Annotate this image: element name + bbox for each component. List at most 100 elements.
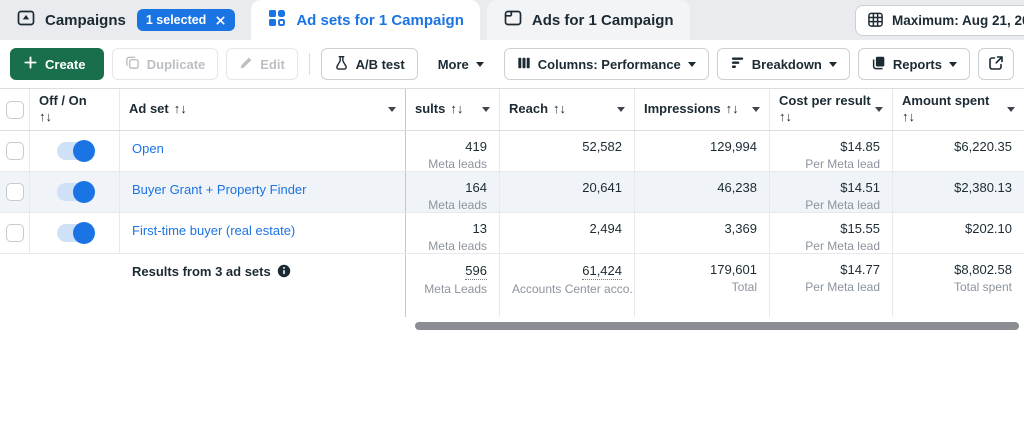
adset-name-cell: First-time buyer (real estate) — [120, 213, 406, 253]
adset-name-cell: Buyer Grant + Property Finder — [120, 172, 406, 212]
row-checkbox[interactable] — [5, 183, 24, 201]
reach-value: 52,582 — [582, 139, 622, 154]
horizontal-scrollbar[interactable] — [415, 322, 1019, 330]
results-header[interactable]: sults ↑↓ — [406, 89, 500, 130]
chevron-down-icon — [828, 61, 837, 71]
reach-cell: 2,494 — [500, 213, 635, 253]
adset-name-link[interactable]: Open — [132, 141, 164, 156]
level-tab-bar: Campaigns 1 selected Ad sets for 1 Campa… — [0, 0, 1024, 40]
sort-icon[interactable]: ↑↓ — [779, 109, 792, 124]
reach-header-label: Reach — [509, 101, 549, 117]
cost-per-result-header[interactable]: Cost per result ↑↓ — [770, 89, 893, 130]
summary-cost-sublabel: Per Meta lead — [805, 280, 880, 295]
adset-toggle[interactable] — [56, 222, 95, 244]
select-all-checkbox[interactable] — [5, 100, 24, 119]
amount-spent-value: $202.10 — [965, 221, 1012, 236]
adset-name-cell: Open — [120, 131, 406, 171]
column-menu-caret[interactable] — [617, 107, 625, 116]
adset-toggle[interactable] — [56, 140, 95, 162]
summary-impressions-sublabel: Total — [731, 280, 757, 295]
duplicate-button[interactable]: Duplicate — [111, 48, 219, 80]
selected-count-badge[interactable]: 1 selected — [136, 9, 236, 31]
info-icon[interactable] — [277, 264, 291, 283]
sort-icon[interactable]: ↑↓ — [725, 101, 739, 117]
results-value: 164 — [465, 180, 487, 195]
edit-button-label: Edit — [260, 56, 285, 72]
adset-name-link[interactable]: First-time buyer (real estate) — [132, 223, 296, 238]
results-value: 13 — [472, 221, 487, 236]
cost-per-result-value: $15.55 — [840, 221, 880, 236]
row-checkbox[interactable] — [5, 224, 24, 242]
toggle-knob — [72, 222, 95, 244]
ad-set-header-label: Ad set — [129, 101, 169, 117]
cost-per-result-header-label: Cost per result — [779, 93, 871, 109]
reports-button[interactable]: Reports — [857, 48, 970, 80]
create-split-button: Create — [10, 48, 104, 80]
ab-test-flask-icon — [334, 55, 349, 73]
tab-ad-sets[interactable]: Ad sets for 1 Campaign — [251, 0, 480, 40]
sort-icon[interactable]: ↑↓ — [553, 101, 567, 117]
summary-reach-cell: 61,424 Accounts Center acco... — [500, 254, 635, 317]
action-toolbar: Create Duplicate Edit A/B test More — [0, 40, 1024, 88]
selected-count-label: 1 selected — [145, 13, 207, 27]
column-menu-caret[interactable] — [752, 107, 760, 116]
reports-button-label: Reports — [892, 56, 942, 72]
more-button[interactable]: More — [425, 48, 496, 80]
tab-ads[interactable]: Ads for 1 Campaign — [486, 0, 690, 40]
columns-button[interactable]: Columns: Performance — [503, 48, 709, 80]
summary-label-cell: Results from 3 ad sets — [120, 254, 406, 317]
row-select-cell — [0, 131, 30, 171]
reach-header[interactable]: Reach ↑↓ — [500, 89, 635, 130]
sort-icon[interactable]: ↑↓ — [173, 101, 187, 117]
plus-icon — [24, 56, 37, 72]
amount-spent-header[interactable]: Amount spent ↑↓ — [893, 89, 1024, 130]
summary-results-value[interactable]: 596 — [465, 263, 487, 280]
tab-campaigns-label: Campaigns — [45, 11, 126, 29]
cost-per-result-cell: $14.51 Per Meta lead — [770, 172, 893, 212]
sort-icon[interactable]: ↑↓ — [39, 109, 52, 124]
date-range-label: Maximum: Aug 21, 202 — [892, 13, 1024, 28]
date-range-button[interactable]: Maximum: Aug 21, 202 — [855, 5, 1024, 36]
adset-name-link[interactable]: Buyer Grant + Property Finder — [132, 182, 307, 197]
tab-ad-sets-label: Ad sets for 1 Campaign — [296, 11, 464, 29]
edit-button[interactable]: Edit — [226, 48, 298, 80]
tab-campaigns[interactable]: Campaigns 1 selected — [0, 0, 251, 40]
impressions-header[interactable]: Impressions ↑↓ — [635, 89, 770, 130]
row-checkbox[interactable] — [5, 142, 24, 160]
off-on-header[interactable]: Off / On ↑↓ — [30, 89, 120, 130]
duplicate-icon — [125, 55, 140, 73]
ads-icon — [503, 8, 523, 32]
summary-empty-cell — [0, 254, 30, 317]
column-menu-caret[interactable] — [1007, 107, 1015, 116]
chevron-down-icon — [687, 61, 696, 71]
column-menu-caret[interactable] — [388, 107, 396, 116]
column-menu-caret[interactable] — [875, 107, 883, 116]
create-button[interactable]: Create — [10, 48, 99, 80]
close-icon[interactable] — [215, 15, 226, 26]
breakdown-button[interactable]: Breakdown — [716, 48, 850, 80]
adset-toggle[interactable] — [56, 181, 95, 203]
row-toggle-cell — [30, 131, 120, 171]
export-button[interactable] — [978, 48, 1014, 80]
impressions-cell: 46,238 — [635, 172, 770, 212]
row-toggle-cell — [30, 172, 120, 212]
amount-spent-value: $2,380.13 — [954, 180, 1012, 195]
summary-reach-value[interactable]: 61,424 — [582, 263, 622, 280]
amount-spent-value: $6,220.35 — [954, 139, 1012, 154]
sort-icon[interactable]: ↑↓ — [450, 101, 464, 117]
ab-test-button[interactable]: A/B test — [320, 48, 418, 80]
summary-results-sublabel: Meta Leads — [424, 282, 487, 296]
toolbar-divider — [308, 53, 310, 75]
columns-button-label: Columns: Performance — [537, 56, 681, 72]
ad-set-header[interactable]: Ad set ↑↓ — [120, 89, 406, 130]
sort-icon[interactable]: ↑↓ — [902, 109, 915, 124]
campaigns-icon — [16, 8, 36, 32]
cost-per-result-cell: $15.55 Per Meta lead — [770, 213, 893, 253]
columns-icon — [517, 56, 531, 73]
summary-label: Results from 3 ad sets — [132, 264, 271, 279]
column-menu-caret[interactable] — [482, 107, 490, 116]
results-header-label: sults — [415, 101, 446, 117]
table-row: First-time buyer (real estate) 13 Meta le… — [0, 213, 1024, 254]
more-button-label: More — [437, 56, 469, 72]
reports-icon — [871, 55, 886, 73]
